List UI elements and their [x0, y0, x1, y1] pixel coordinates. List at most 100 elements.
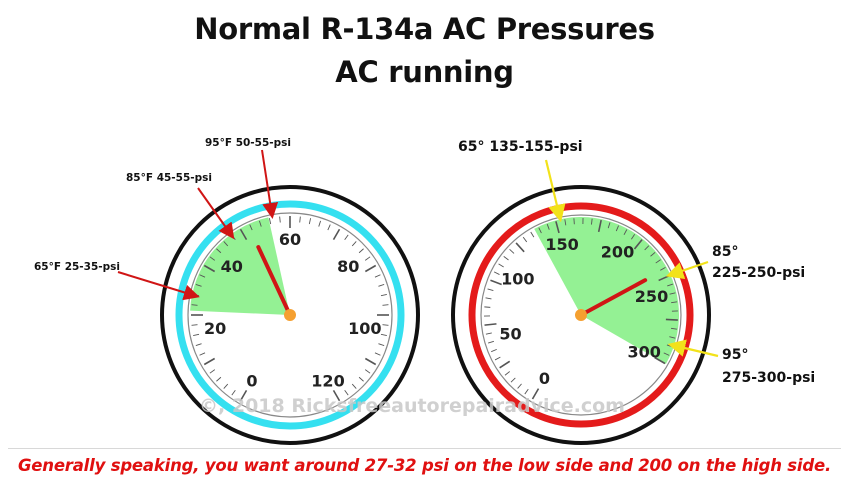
high-tick [484, 306, 491, 308]
low-tick [193, 333, 200, 337]
high-scale-label: 150 [545, 235, 578, 254]
high-tick [591, 218, 593, 225]
low-gauge-ticks [191, 216, 389, 402]
low-tick [344, 389, 349, 396]
high-scale-label: 200 [601, 243, 634, 262]
high-tick [597, 219, 602, 233]
high-annotation-65: 65° 135-155-psi [458, 139, 583, 155]
low-tick [209, 369, 216, 374]
high-annotation-85-arrow [665, 260, 709, 280]
low-tick [364, 264, 377, 273]
high-tick [504, 371, 510, 376]
low-tick [318, 220, 322, 227]
high-scale-label: 300 [628, 342, 661, 361]
low-tick [378, 283, 385, 287]
high-tick [487, 288, 494, 291]
title-line-2: AC running [335, 55, 514, 89]
low-gauge-face-rim [187, 212, 393, 418]
low-scale-label: 40 [221, 257, 243, 276]
high-annotation-95-range: 275-300-psi [722, 370, 815, 386]
low-tick [209, 256, 216, 261]
low-annotation-95-arrow [261, 149, 279, 219]
low-tick [344, 234, 349, 241]
low-tick [364, 369, 371, 374]
low-tick [358, 376, 364, 382]
low-scale-label: 60 [279, 230, 301, 249]
high-tick [530, 231, 535, 238]
high-tick [630, 233, 636, 240]
high-tick [509, 249, 515, 254]
low-tick [223, 241, 229, 247]
high-gauge-scale: 0 50 100 150 200 250 300 [499, 235, 668, 388]
high-tick [515, 242, 525, 253]
high-gauge-face-rim [480, 214, 682, 416]
low-gauge-pivot [284, 309, 296, 321]
low-tick [195, 343, 202, 347]
low-tick [203, 357, 216, 366]
high-annotation-65-arrow [544, 159, 566, 223]
watermark: ©, 2018 Ricksfreeautorepairadvice.com [199, 395, 625, 417]
high-tick [650, 252, 656, 257]
high-side-gauge: 0 50 100 150 200 250 300 [451, 185, 711, 445]
high-tick [488, 340, 495, 344]
footer-divider [8, 448, 841, 449]
low-tick [249, 224, 253, 231]
high-tick [491, 348, 497, 353]
low-tick [279, 216, 281, 223]
high-tick [667, 283, 674, 287]
high-tick [546, 223, 550, 230]
high-tick [490, 279, 502, 286]
high-annotations: 65° 135-155-psi 85° 225-250-psi 95° 275-… [458, 139, 815, 386]
low-tick [332, 228, 341, 241]
high-tick [671, 301, 678, 304]
low-scale-label: 80 [337, 257, 359, 276]
high-tick [503, 255, 509, 261]
high-annotation-85-temp: 85° [712, 244, 738, 260]
low-scale-label: 120 [311, 372, 344, 391]
high-tick [493, 271, 500, 275]
high-tick [654, 356, 666, 365]
low-scale-label: 0 [246, 372, 257, 391]
low-tick [364, 256, 371, 261]
footnote: Generally speaking, you want around 27-3… [17, 456, 832, 475]
low-tick [216, 376, 222, 382]
high-tick [524, 388, 529, 395]
low-tick [382, 304, 389, 306]
high-tick [510, 377, 516, 383]
high-scale-label: 0 [539, 369, 550, 388]
high-tick [538, 227, 542, 234]
high-scale-label: 100 [501, 269, 534, 288]
low-tick [191, 304, 198, 306]
low-tick [378, 343, 385, 347]
high-tick [615, 225, 620, 232]
high-tick [660, 266, 666, 271]
low-tick [223, 383, 229, 389]
low-annotation-65-arrow [117, 271, 200, 301]
low-tick [199, 274, 206, 278]
low-gauge-ring [175, 200, 405, 430]
low-tick [231, 389, 236, 396]
low-gauge-green-zone [190, 217, 290, 315]
low-annotation-85-arrow [197, 187, 235, 240]
high-tick [555, 221, 560, 234]
low-tick [308, 218, 312, 225]
low-tick [239, 228, 248, 241]
high-scale-label: 50 [499, 325, 521, 344]
high-annotation-85-range: 225-250-psi [712, 265, 805, 281]
low-tick [216, 248, 222, 254]
high-tick [522, 236, 528, 243]
low-side-gauge: 0 20 40 60 80 100 120 [160, 185, 420, 445]
low-tick [199, 352, 206, 356]
low-tick [351, 241, 357, 247]
high-annotation-95-temp: 95° [722, 347, 748, 363]
low-scale-label: 20 [204, 319, 226, 338]
high-tick [531, 388, 540, 400]
high-tick [484, 323, 497, 326]
high-tick [517, 383, 522, 389]
high-tick [665, 318, 678, 321]
low-tick [191, 324, 198, 326]
low-gauge-needle [256, 245, 292, 317]
low-tick [382, 324, 389, 326]
high-tick [669, 292, 676, 295]
